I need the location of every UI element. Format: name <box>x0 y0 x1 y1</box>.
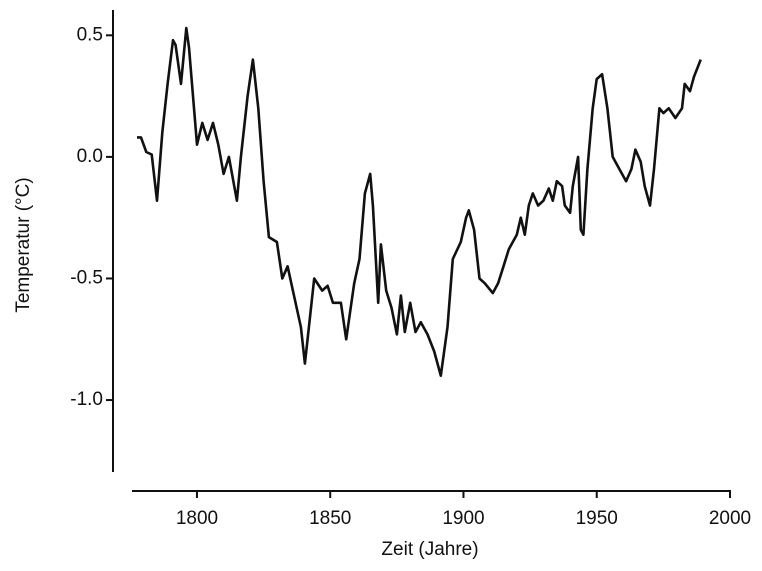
x-tick-label: 1900 <box>442 508 484 529</box>
y-tick-label: 0.5 <box>77 24 103 45</box>
y-tick-label: -1.0 <box>70 389 103 410</box>
x-tick-label: 2000 <box>709 508 751 529</box>
x-tick-label: 1850 <box>309 508 351 529</box>
x-axis-label: Zeit (Jahre) <box>381 539 478 560</box>
data-line <box>137 26 702 377</box>
x-tick-label: 1950 <box>576 508 618 529</box>
y-tick-label: 0.0 <box>77 146 103 167</box>
y-axis-label: Temperatur (°C) <box>13 177 34 312</box>
y-tick-label: -0.5 <box>70 267 103 288</box>
x-tick-label: 1800 <box>176 508 218 529</box>
